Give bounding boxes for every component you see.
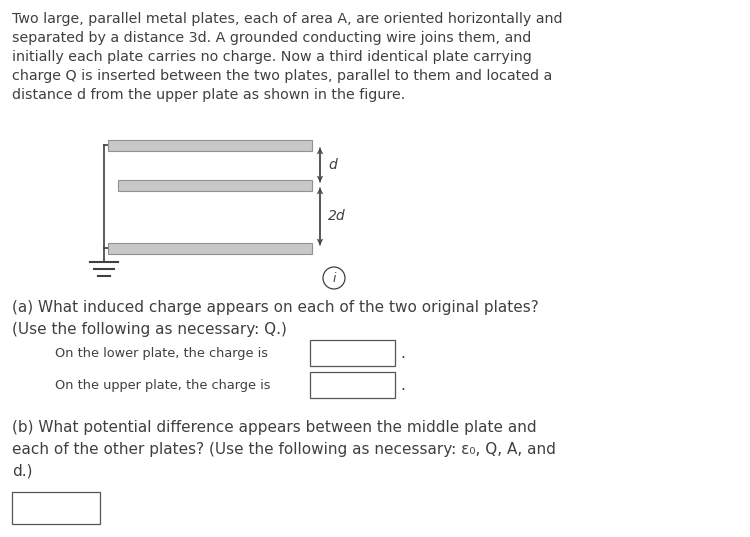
Bar <box>310 372 395 398</box>
Text: On the upper plate, the charge is: On the upper plate, the charge is <box>55 379 271 391</box>
Text: initially each plate carries no charge. Now a third identical plate carrying: initially each plate carries no charge. … <box>12 50 532 64</box>
Text: d: d <box>328 158 337 172</box>
Text: 2d: 2d <box>328 209 346 223</box>
Text: distance d from the upper plate as shown in the figure.: distance d from the upper plate as shown… <box>12 88 405 102</box>
Text: (Use the following as necessary: Q.): (Use the following as necessary: Q.) <box>12 322 286 337</box>
Text: each of the other plates? (Use the following as necessary: ε₀, Q, A, and: each of the other plates? (Use the follo… <box>12 442 556 457</box>
Text: .: . <box>400 378 405 393</box>
Bar <box>118 179 312 191</box>
Text: charge Q is inserted between the two plates, parallel to them and located a: charge Q is inserted between the two pla… <box>12 69 552 83</box>
Text: Two large, parallel metal plates, each of area A, are oriented horizontally and: Two large, parallel metal plates, each o… <box>12 12 562 26</box>
Text: i: i <box>332 272 336 285</box>
Bar <box>108 140 312 150</box>
Bar <box>310 340 395 366</box>
Bar <box>108 243 312 253</box>
Bar <box>12 492 100 524</box>
Text: d.): d.) <box>12 464 32 479</box>
Text: separated by a distance 3d. A grounded conducting wire joins them, and: separated by a distance 3d. A grounded c… <box>12 31 531 45</box>
Text: (a) What induced charge appears on each of the two original plates?: (a) What induced charge appears on each … <box>12 300 538 315</box>
Text: (b) What potential difference appears between the middle plate and: (b) What potential difference appears be… <box>12 420 537 435</box>
Text: On the lower plate, the charge is: On the lower plate, the charge is <box>55 346 268 359</box>
Text: .: . <box>400 345 405 360</box>
